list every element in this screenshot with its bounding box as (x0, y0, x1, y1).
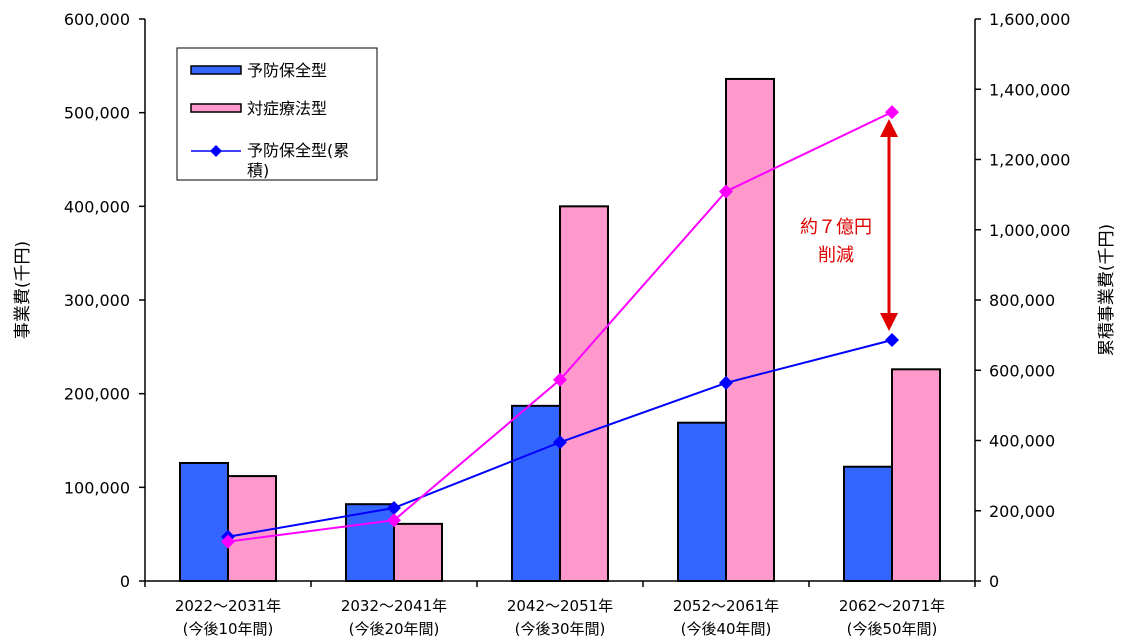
legend-label-preventive: 予防保全型 (247, 61, 327, 80)
category-label-4-line2: (今後50年間) (847, 620, 938, 638)
category-label-0-line1: 2022～2031年 (175, 597, 281, 615)
legend-swatch-symptomatic (190, 103, 242, 113)
right-tick-label-1: 200,000 (989, 502, 1055, 521)
point-series0-2 (553, 435, 567, 450)
category-label-3-line2: (今後40年間) (681, 620, 772, 638)
left-tick-label-5: 500,000 (64, 104, 130, 123)
left-tick-label-4: 400,000 (64, 197, 130, 216)
bar-series1-1 (393, 522, 443, 583)
right-tick-label-0: 0 (989, 572, 999, 591)
legend-swatch-preventive (190, 65, 242, 75)
bar-series0-0 (179, 461, 229, 583)
point-series0-3 (719, 375, 733, 390)
annotation-line-1: 約７億円 (800, 217, 872, 238)
category-label-2-line1: 2042～2051年 (507, 597, 613, 615)
bar-series1-4 (891, 368, 941, 582)
left-tick-label-3: 300,000 (64, 291, 130, 310)
right-tick-label-3: 600,000 (989, 361, 1055, 380)
category-label-3-line1: 2052～2061年 (673, 597, 779, 615)
bar-series1-2 (559, 205, 609, 582)
reduction-annotation: 約７億円 削減 (800, 119, 898, 331)
point-series1-4 (885, 105, 899, 120)
category-label-2-line2: (今後30年間) (515, 620, 606, 638)
axes: 0 100,000 200,000 300,000 400,000 500,000 600,… (64, 10, 1071, 638)
y-axis-label-right: 累積事業費(千円) (1097, 224, 1117, 356)
category-label-0-line2: (今後10年間) (183, 620, 274, 638)
category-label-4-line1: 2062～2071年 (839, 597, 945, 615)
point-series1-1 (387, 513, 401, 528)
annotation-line-2: 削減 (818, 245, 854, 266)
left-tick-label-1: 100,000 (64, 478, 130, 497)
bar-series1-3 (725, 77, 775, 583)
left-tick-label-2: 200,000 (64, 385, 130, 404)
category-label-1-line1: 2032～2041年 (341, 597, 447, 615)
right-tick-label-2: 400,000 (989, 432, 1055, 451)
right-tick-label-5: 1,000,000 (989, 221, 1070, 240)
point-series0-4 (885, 333, 899, 348)
legend-label-cumulative-1: 予防保全型(累 (247, 141, 349, 160)
y-axis-label-left: 事業費(千円) (13, 241, 33, 339)
right-tick-label-7: 1,400,000 (989, 80, 1070, 99)
bar-series1-0 (227, 475, 277, 582)
legend-marker-cumulative (210, 145, 222, 157)
right-tick-label-4: 800,000 (989, 291, 1055, 310)
point-series1-3 (719, 184, 733, 199)
bar-series0-2 (511, 404, 561, 582)
legend-label-symptomatic: 対症療法型 (247, 99, 327, 118)
right-tick-label-6: 1,200,000 (989, 151, 1070, 170)
legend-label-cumulative-2: 積) (247, 161, 269, 180)
left-tick-label-0: 0 (120, 572, 130, 591)
bar-series0-1 (345, 503, 395, 582)
point-series0-1 (387, 500, 401, 515)
bar-series0-4 (843, 465, 893, 582)
point-series1-0 (221, 534, 235, 549)
right-tick-label-8: 1,600,000 (989, 10, 1070, 29)
bars (179, 77, 941, 583)
category-label-1-line2: (今後20年間) (349, 620, 440, 638)
point-series1-2 (553, 372, 567, 387)
left-tick-label-6: 600,000 (64, 10, 130, 29)
legend: 予防保全型 対症療法型 予防保全型(累 積) (176, 47, 378, 181)
lines (221, 105, 899, 549)
bar-series0-3 (677, 421, 727, 582)
